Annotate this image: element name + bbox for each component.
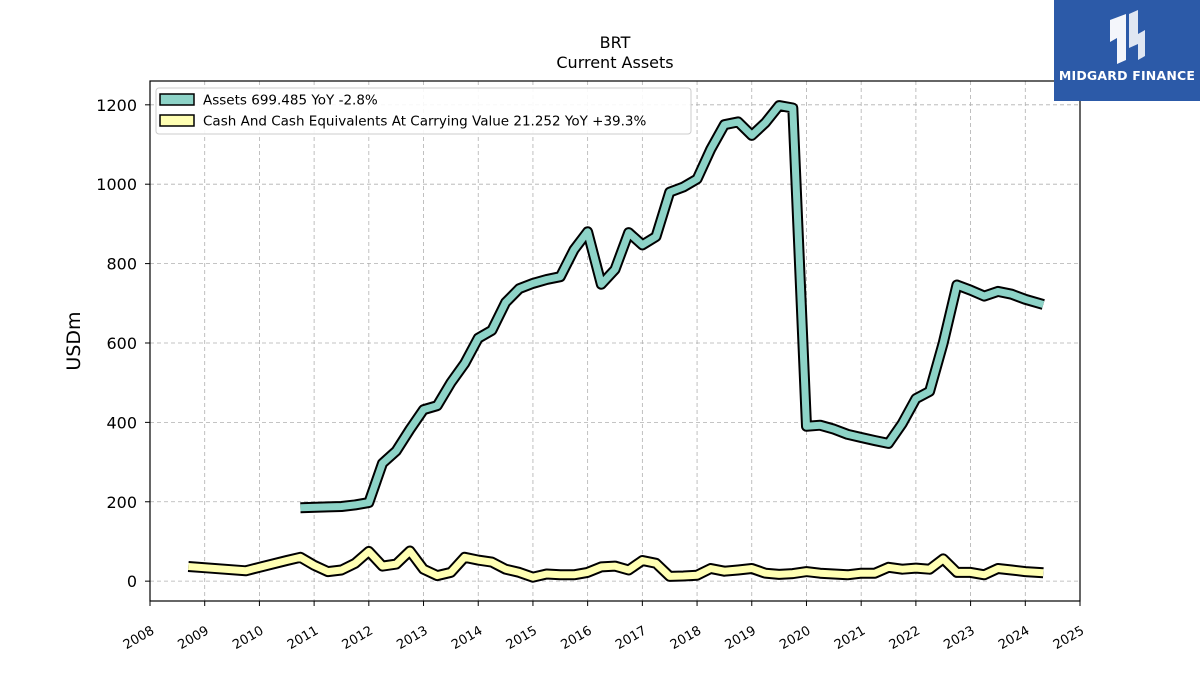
x-tick-label: 2016: [558, 623, 594, 653]
x-tick-label: 2014: [449, 623, 485, 653]
x-tick-label: 2017: [613, 623, 649, 653]
plot-frame: [149, 80, 1081, 602]
legend-label-assets: Assets 699.485 YoY -2.8%: [203, 93, 378, 109]
x-tick-label: 2020: [777, 623, 813, 653]
y-tick-label: 200: [106, 493, 137, 512]
x-tick-label: 2024: [996, 623, 1032, 653]
midgard-finance-logo: MIDGARD FINANCE: [1054, 0, 1200, 101]
series-line-1: [188, 547, 1044, 581]
logo-text: MIDGARD FINANCE: [1058, 68, 1196, 83]
x-tick-label: 2013: [394, 623, 430, 653]
legend-swatch-assets: [159, 93, 195, 106]
y-tick-label: 400: [106, 413, 137, 432]
y-axis: 0 200 400 600 800 1000 1200: [96, 96, 150, 591]
x-tick-label: 2011: [285, 623, 321, 653]
legend-label-cash: Cash And Cash Equivalents At Carrying Va…: [203, 114, 647, 130]
series-outline-0: [300, 100, 1045, 514]
legend: Assets 699.485 YoY -2.8% Cash And Cash E…: [155, 87, 692, 135]
x-tick-label: 2012: [340, 623, 376, 653]
chart-subtitle: Current Assets: [556, 53, 673, 72]
x-tick-label: 2022: [887, 623, 923, 653]
chart-title: BRT: [600, 33, 631, 52]
y-tick-label: 600: [106, 334, 137, 353]
y-tick-label: 1200: [96, 96, 137, 115]
y-tick-label: 0: [127, 572, 137, 591]
x-tick-label: 2019: [723, 623, 759, 653]
x-tick-label: 2015: [504, 623, 540, 653]
x-tick-label: 2018: [668, 623, 704, 653]
series-line-0: [300, 102, 1045, 512]
legend-swatch-cash: [159, 114, 195, 127]
x-tick-label: 2023: [941, 623, 977, 653]
x-tick-label: 2009: [176, 623, 212, 653]
legend-box: [155, 87, 692, 135]
x-tick-label: 2008: [121, 623, 157, 653]
x-tick-label: 2025: [1051, 623, 1087, 653]
y-tick-label: 1000: [96, 175, 137, 194]
y-tick-label: 800: [106, 255, 137, 274]
x-tick-label: 2010: [230, 623, 266, 653]
y-axis-label: USDm: [63, 311, 85, 370]
series-lines: [187, 100, 1045, 583]
x-tick-label: 2021: [832, 623, 868, 653]
logo-mark-icon: [1110, 10, 1145, 64]
x-axis: 2008 2009 2010 2011 2012 2013 2014 2015 2016 2017…: [121, 601, 1087, 653]
